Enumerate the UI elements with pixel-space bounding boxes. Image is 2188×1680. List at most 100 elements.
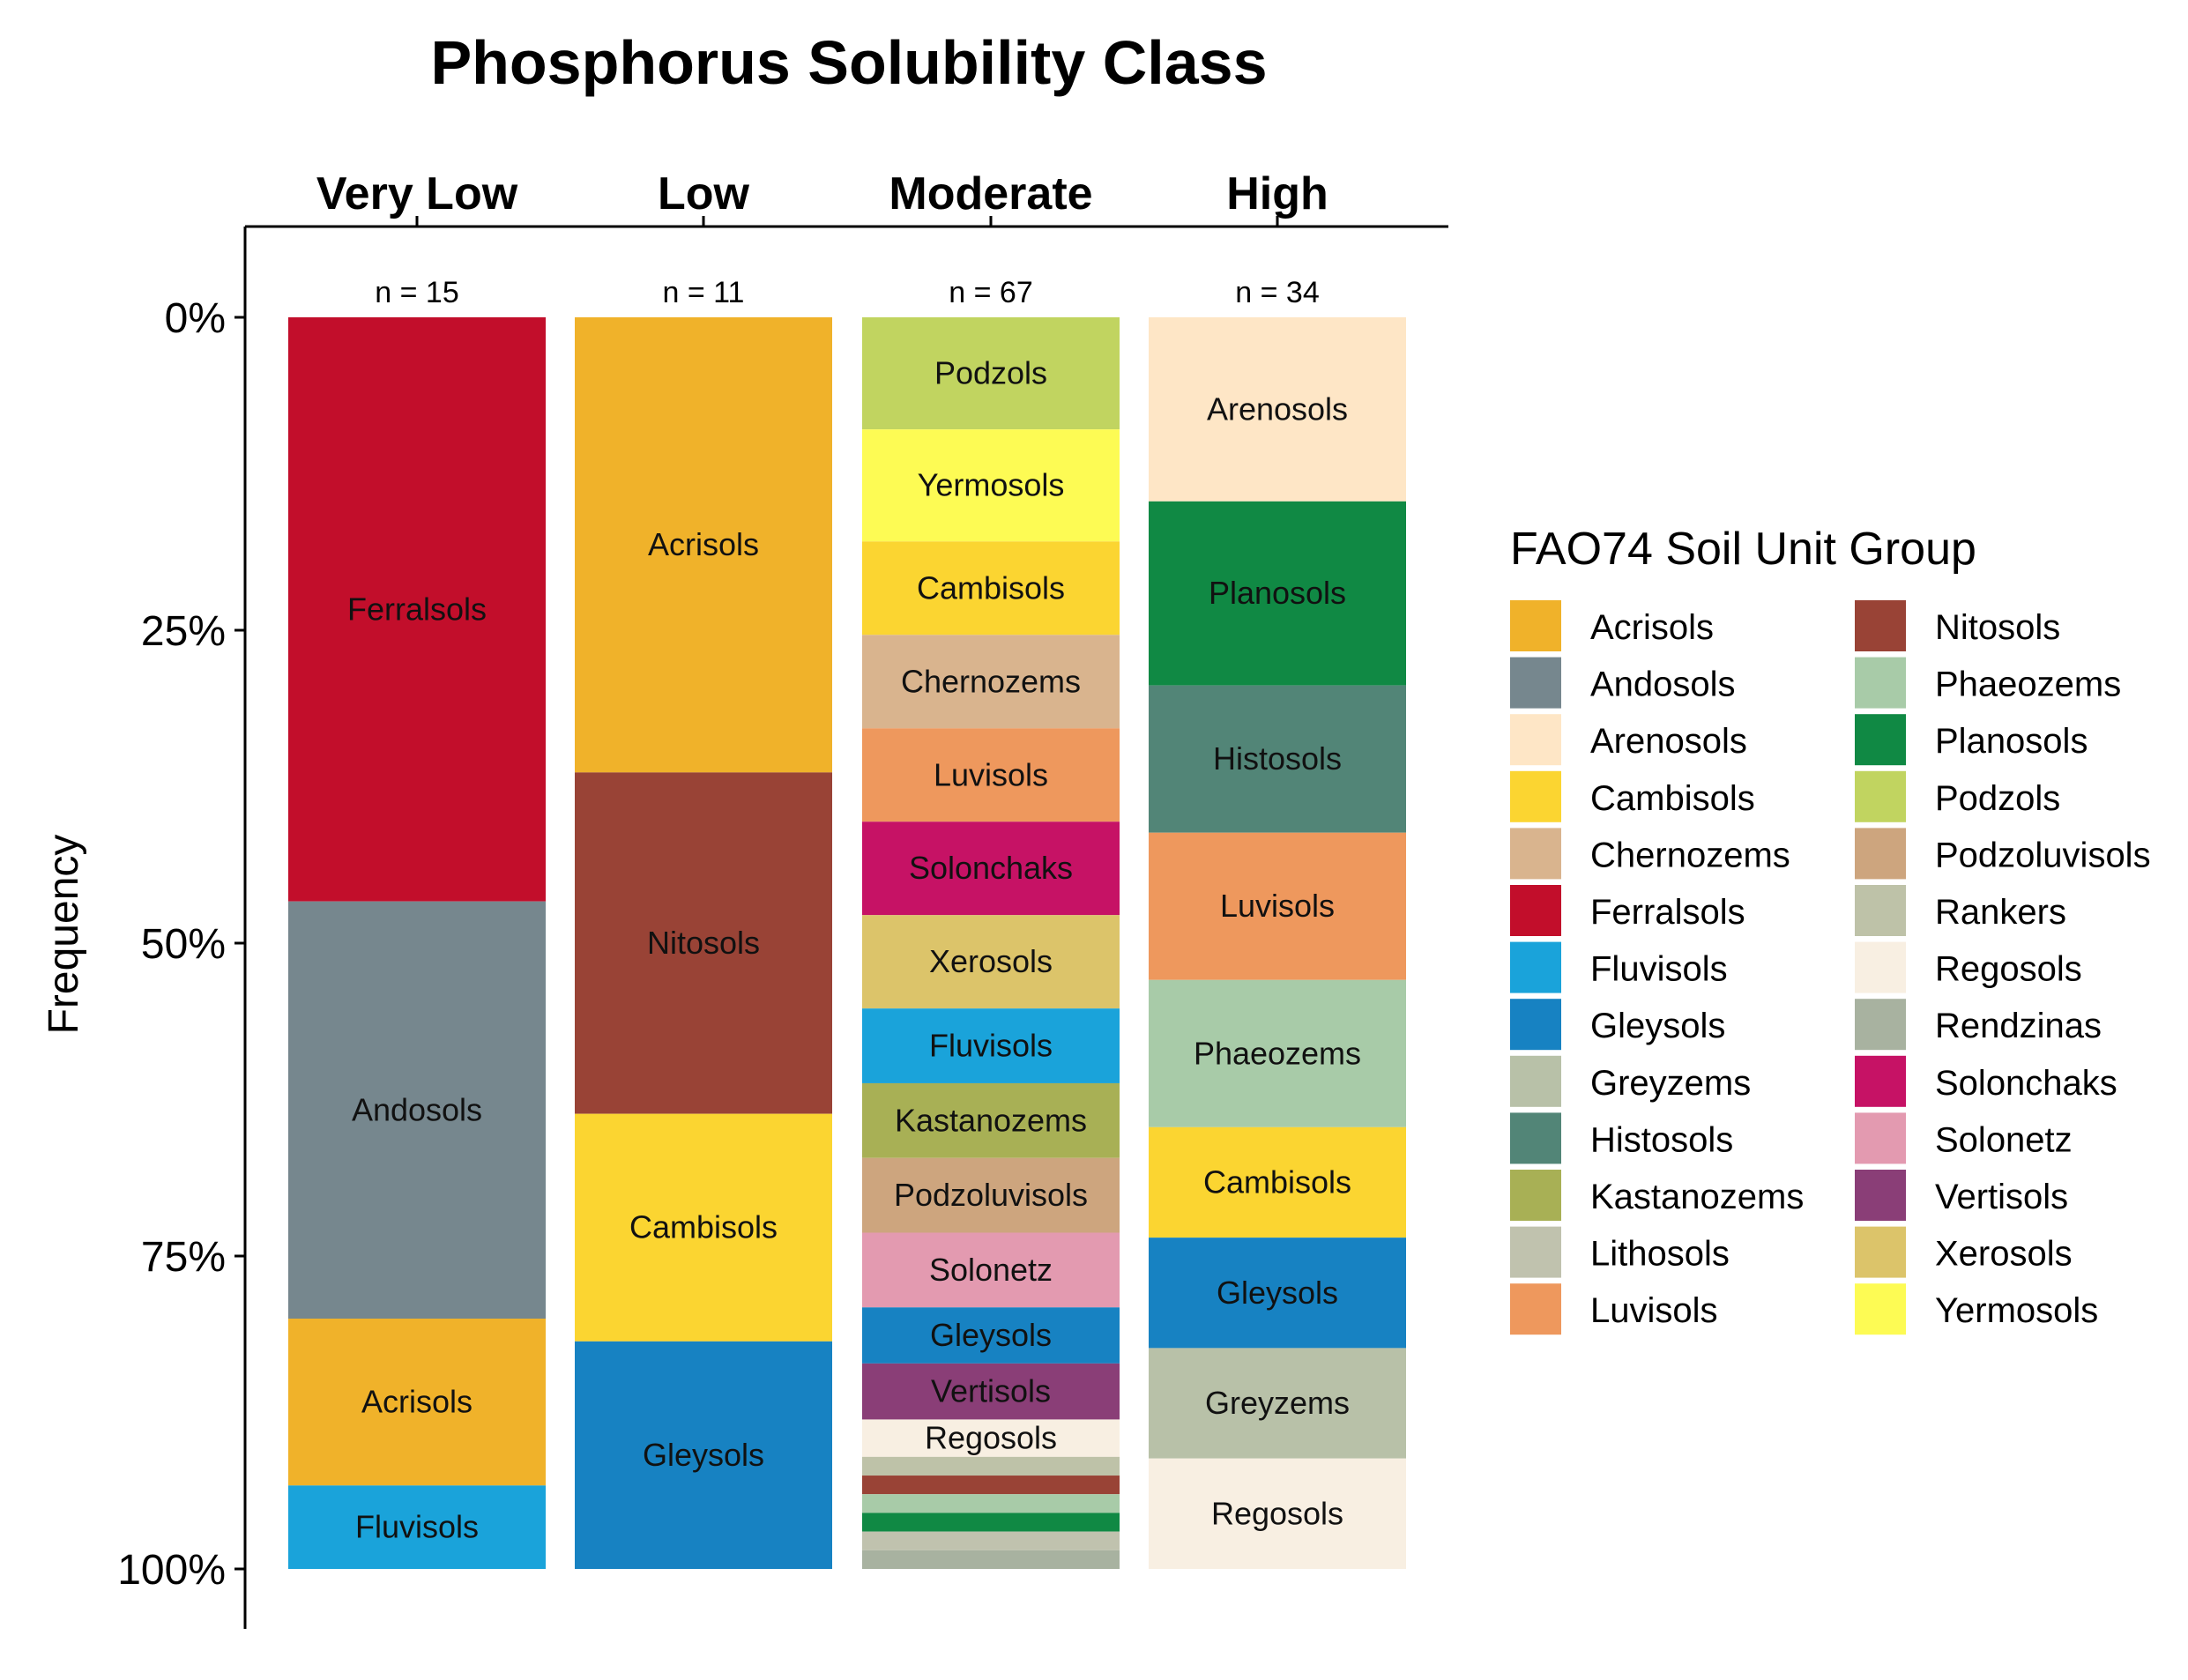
bar-segment (862, 1157, 1120, 1233)
bar-segment (862, 635, 1120, 729)
legend-swatch (1855, 941, 1906, 993)
bar-segment (575, 317, 832, 773)
legend-label: Podzoluvisols (1935, 836, 2151, 874)
legend-swatch (1510, 828, 1561, 880)
bar-segment (862, 1082, 1120, 1158)
bar-segment (288, 901, 546, 1319)
segment-label: Chernozems (901, 663, 1081, 699)
legend-label: Luvisols (1590, 1291, 1718, 1330)
segment-label: Vertisols (931, 1373, 1051, 1409)
segment-label: Acrisols (648, 526, 759, 562)
legend-swatch (1855, 885, 1906, 936)
legend-swatch (1855, 657, 1906, 709)
bar-segment (862, 1531, 1120, 1550)
x-tick-label: Low (658, 168, 750, 219)
segment-label: Luvisols (1220, 888, 1335, 924)
segment-label: Ferralsols (347, 591, 487, 627)
segment-label: Xerosols (929, 943, 1053, 979)
bar-segment (575, 772, 832, 1114)
y-tick-label: 75% (141, 1234, 226, 1281)
legend-label: Nitosols (1935, 608, 2060, 647)
segment-label: Planosols (1209, 575, 1346, 611)
legend-swatch (1510, 1055, 1561, 1107)
bar-segment (575, 1113, 832, 1342)
bar-segment (1149, 1348, 1406, 1459)
legend-label: Andosols (1590, 665, 1736, 704)
n-label: n = 34 (1235, 276, 1319, 309)
segment-label: Cambisols (1203, 1163, 1351, 1200)
segment-label: Yermosols (918, 467, 1065, 503)
segment-label: Nitosols (647, 925, 760, 961)
legend-label: Ferralsols (1590, 893, 1745, 932)
legend-swatch (1510, 770, 1561, 822)
legend-swatch (1510, 1283, 1561, 1335)
bar-segment (862, 915, 1120, 1009)
bar-segment (862, 1476, 1120, 1495)
bar-segment (862, 1307, 1120, 1364)
bar-segment (862, 1456, 1120, 1476)
legend-label: Fluvisols (1590, 950, 1728, 989)
legend-swatch (1510, 1112, 1561, 1164)
bar-segment (1149, 832, 1406, 980)
bar-segment (1149, 1126, 1406, 1238)
bar-segment (862, 821, 1120, 916)
legend-label: Gleysols (1590, 1007, 1725, 1045)
bar-segment (862, 1008, 1120, 1083)
legend-swatch (1855, 1226, 1906, 1278)
segment-label: Fluvisols (355, 1509, 479, 1545)
y-tick-label: 25% (141, 608, 226, 655)
y-axis-label: Frequency (41, 835, 87, 1035)
segment-label: Greyzems (1205, 1385, 1350, 1421)
legend-swatch (1510, 1170, 1561, 1221)
legend-label: Yermosols (1935, 1291, 2098, 1330)
bar-segment (862, 317, 1120, 430)
bar-segment (1149, 1238, 1406, 1349)
segment-label: Gleysols (643, 1437, 764, 1473)
segment-label: Arenosols (1207, 390, 1348, 427)
legend-swatch (1855, 1170, 1906, 1221)
legend-label: Xerosols (1935, 1235, 2073, 1274)
legend-swatch (1510, 941, 1561, 993)
legend-swatch (1510, 714, 1561, 766)
chart-title: Phosphorus Solubility Class (430, 28, 1267, 97)
bar-segment (288, 317, 546, 902)
segment-label: Cambisols (917, 569, 1065, 606)
legend-swatch (1855, 600, 1906, 651)
legend-swatch (1510, 1226, 1561, 1278)
legend-label: Histosols (1590, 1120, 1733, 1159)
y-tick-label: 50% (141, 921, 226, 968)
legend-label: Regosols (1935, 950, 2082, 989)
legend-swatch (1510, 600, 1561, 651)
legend-label: Phaeozems (1935, 665, 2121, 704)
legend-label: Vertisols (1935, 1178, 2068, 1216)
segment-label: Histosols (1213, 740, 1342, 777)
bar-segment (862, 429, 1120, 542)
segment-label: Podzoluvisols (894, 1177, 1088, 1213)
legend-label: Planosols (1935, 722, 2088, 761)
legend-swatch (1855, 770, 1906, 822)
segment-label: Luvisols (934, 756, 1048, 792)
legend-label: Chernozems (1590, 836, 1790, 874)
segment-label: Regosols (1211, 1495, 1343, 1531)
segment-label: Andosols (352, 1091, 482, 1127)
bar-segment (862, 541, 1120, 636)
legend-title: FAO74 Soil Unit Group (1510, 524, 1976, 575)
bar-segment (288, 1319, 546, 1486)
axes: 0% 25% 50% 75% 100% Very Low Low Moderate High (117, 168, 1448, 1629)
n-label: n = 11 (663, 276, 745, 309)
x-tick-label: Very Low (316, 168, 518, 219)
bar-segment (862, 1419, 1120, 1457)
n-label: n = 15 (375, 276, 458, 309)
bar-segment (1149, 1458, 1406, 1569)
legend-label: Solonchaks (1935, 1064, 2117, 1103)
bar-segment (862, 1513, 1120, 1532)
legend-swatch (1855, 828, 1906, 880)
bar-segment (862, 1363, 1120, 1420)
legend-label: Lithosols (1590, 1235, 1730, 1274)
bars: n = 15 Ferralsols Andosols Acrisols Fluvisol… (288, 276, 1406, 1569)
legend-label: Rendzinas (1935, 1007, 2102, 1045)
bar-segment (862, 1550, 1120, 1569)
n-label: n = 67 (949, 276, 1032, 309)
legend-swatch (1510, 999, 1561, 1051)
